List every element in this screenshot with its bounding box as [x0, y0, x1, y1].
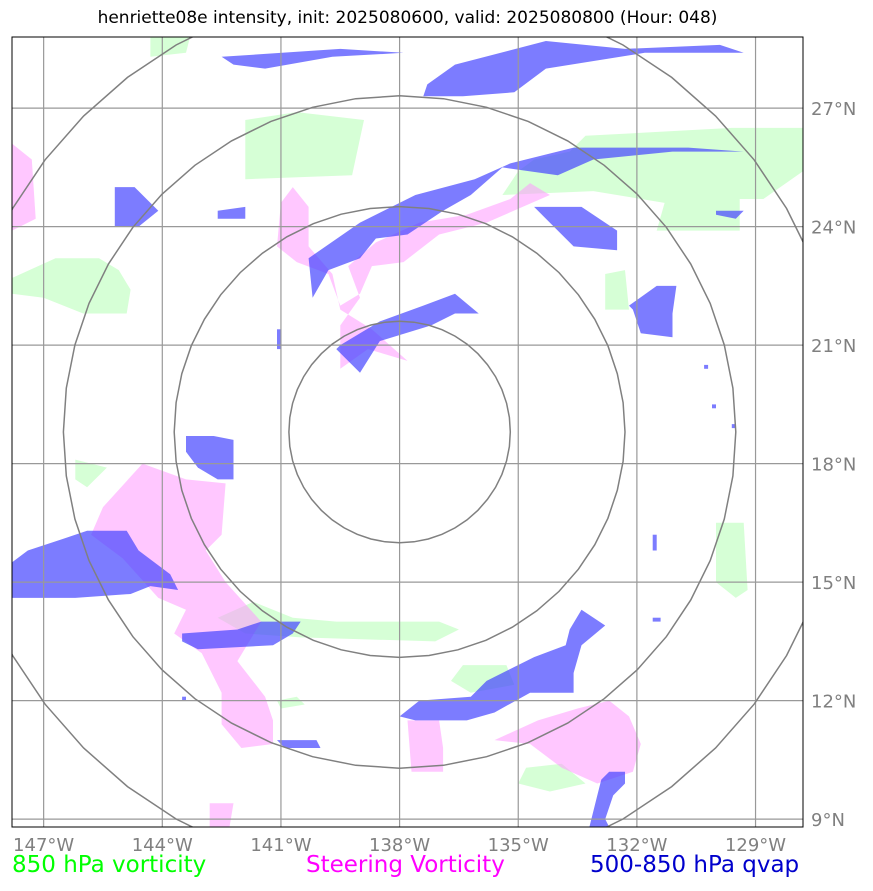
- lat-tick-label: 15°N: [811, 573, 856, 594]
- field-polygon: [91, 463, 273, 748]
- field-polygon: [423, 41, 744, 97]
- field-polygon: [716, 210, 744, 219]
- lon-tick-label: 144°W: [132, 835, 193, 856]
- lon-tick-label: 141°W: [250, 835, 311, 856]
- lon-tick-label: 132°W: [606, 835, 667, 856]
- field-polygon: [182, 696, 186, 701]
- field-polygon: [605, 270, 629, 310]
- lat-tick-label: 21°N: [811, 336, 856, 357]
- range-rings: [12, 37, 803, 827]
- field-polygon: [407, 720, 444, 772]
- field-polygon: [182, 621, 301, 650]
- field-polygon: [277, 740, 321, 748]
- field-2: [12, 41, 744, 827]
- field-polygon: [114, 187, 159, 227]
- field-polygon: [704, 364, 709, 369]
- field-polygon: [277, 183, 550, 369]
- field-polygon: [716, 522, 748, 598]
- field-polygon: [277, 329, 281, 350]
- axis-tick-labels: 147°W 144°W 141°W 138°W 135°W 132°W 129°W 9°N 12…: [13, 99, 856, 856]
- lon-tick-label: 129°W: [725, 835, 786, 856]
- field-polygon: [629, 285, 677, 338]
- field-polygon: [399, 609, 606, 721]
- field-polygon: [308, 147, 744, 298]
- range-ring: [12, 37, 803, 827]
- legend-850-vorticity: 850 hPa vorticity: [12, 852, 207, 878]
- grid-lines: [12, 37, 803, 827]
- range-ring: [62, 95, 737, 769]
- lon-tick-label: 135°W: [488, 835, 549, 856]
- field-polygon: [336, 293, 479, 373]
- lat-tick-label: 9°N: [811, 810, 845, 831]
- field-polygon: [12, 143, 36, 231]
- field-polygon: [534, 206, 618, 251]
- field-polygon: [494, 700, 641, 784]
- chart-title: henriette08e intensity, init: 2025080600…: [97, 8, 718, 28]
- field-polygon: [712, 404, 716, 409]
- range-ring: [173, 205, 626, 659]
- field-polygon: [652, 617, 661, 622]
- field-1: [12, 143, 641, 827]
- field-polygon: [589, 771, 625, 827]
- legend-qvap: 500-850 hPa qvap: [590, 852, 800, 878]
- field-polygon: [12, 258, 131, 314]
- range-ring: [288, 320, 512, 544]
- lat-tick-label: 18°N: [811, 455, 856, 476]
- field-polygon: [12, 530, 179, 598]
- field-polygon: [277, 696, 305, 709]
- lat-tick-label: 27°N: [811, 99, 856, 120]
- field-layers: [12, 37, 803, 827]
- lon-tick-label: 138°W: [369, 835, 430, 856]
- legend-steering-vorticity: Steering Vorticity: [306, 852, 505, 878]
- field-polygon: [217, 206, 246, 219]
- field-polygon: [150, 37, 190, 57]
- field-polygon: [221, 48, 404, 69]
- field-polygon: [186, 436, 234, 480]
- field-polygon: [652, 534, 657, 551]
- lat-tick-label: 24°N: [811, 218, 856, 239]
- lon-tick-label: 147°W: [13, 835, 74, 856]
- field-polygon: [245, 112, 364, 180]
- lat-tick-label: 12°N: [811, 692, 856, 713]
- field-polygon: [209, 803, 234, 827]
- map-frame: [11, 36, 804, 828]
- field-polygon: [75, 459, 107, 488]
